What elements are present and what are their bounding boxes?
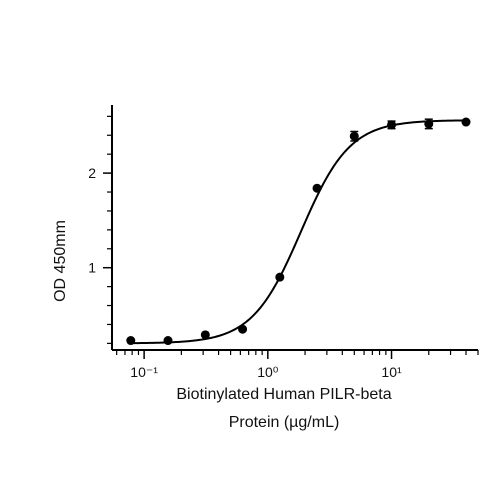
x-tick-label: 10⁰	[257, 364, 279, 380]
data-points	[126, 117, 471, 346]
data-point	[238, 324, 248, 334]
data-point	[387, 120, 397, 130]
data-point	[349, 131, 359, 141]
fit-curve	[130, 119, 467, 345]
y-tick-label: 1	[88, 260, 96, 276]
data-point	[126, 336, 136, 346]
data-point	[200, 330, 210, 340]
data-point	[461, 117, 471, 127]
ticks: 10⁻¹ 10⁰ 10¹ 1 2	[88, 115, 479, 380]
x-tick-label: 10⁻¹	[130, 364, 158, 380]
data-point	[163, 336, 173, 346]
data-point	[312, 183, 322, 193]
axes	[111, 105, 478, 351]
y-axis-title: OD 450mm	[52, 220, 69, 302]
y-tick-label: 2	[88, 165, 96, 181]
data-point	[275, 272, 285, 282]
x-axis-title-line2: Protein (µg/mL)	[229, 414, 340, 431]
x-tick-label: 10¹	[381, 364, 402, 380]
data-point	[424, 119, 434, 129]
x-axis-title-line1: Biotinylated Human PILR-beta	[176, 386, 391, 403]
